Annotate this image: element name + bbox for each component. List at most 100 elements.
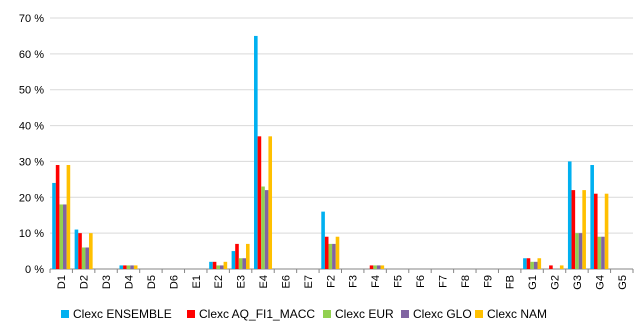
- bar: [238, 258, 243, 269]
- bars: [52, 35, 609, 269]
- bar: [582, 190, 586, 269]
- bar: [567, 161, 572, 269]
- x-tick-label: G1: [527, 275, 539, 290]
- y-tick-label: 50 %: [19, 85, 44, 97]
- legend-label: Clexc AQ_FI1_MACC: [199, 307, 315, 321]
- bar: [55, 165, 60, 269]
- bar: [261, 186, 265, 269]
- x-tick-label: F3: [348, 275, 360, 288]
- bar: [578, 233, 583, 269]
- y-tick-label: 70 %: [19, 13, 44, 25]
- x-tick-label: G5: [617, 275, 629, 290]
- bar: [231, 251, 236, 269]
- bar: [380, 265, 385, 269]
- bar: [245, 243, 250, 269]
- legend-swatch: [61, 310, 69, 318]
- x-tick-label: E6: [280, 275, 292, 288]
- bar: [530, 261, 534, 269]
- y-tick-label: 40 %: [19, 121, 44, 133]
- bar: [526, 258, 531, 269]
- y-tick-label: 10 %: [19, 228, 44, 240]
- bar: [78, 233, 82, 269]
- y-axis: 0 % 10 % 20 % 30 % 40 % 50 % 60 % 70 %: [19, 13, 44, 276]
- bar: [335, 236, 340, 269]
- bar: [593, 193, 598, 269]
- bar: [66, 165, 71, 269]
- bar: [268, 136, 273, 269]
- legend-swatch: [187, 310, 195, 318]
- bar: [332, 243, 336, 269]
- bar: [209, 261, 213, 269]
- bar: [328, 243, 333, 269]
- x-tick-label: F4: [370, 275, 382, 288]
- bar: [523, 258, 527, 269]
- x-tick-label: D4: [123, 275, 135, 289]
- bar: [59, 204, 64, 269]
- bar: [571, 190, 576, 269]
- x-tick-label: FB: [505, 275, 517, 289]
- bar: [133, 265, 138, 269]
- bar: [597, 236, 602, 269]
- legend-swatch: [323, 310, 331, 318]
- bar: [549, 265, 553, 269]
- bar: [63, 204, 67, 269]
- x-tick-label: E4: [258, 275, 270, 288]
- x-tick-label: E1: [191, 275, 203, 288]
- bar: [324, 236, 329, 269]
- x-tick-label: E7: [303, 275, 315, 288]
- bar: [604, 193, 609, 269]
- x-tick-label: E2: [213, 275, 225, 288]
- bar: [601, 236, 605, 269]
- y-tick-label: 60 %: [19, 49, 44, 61]
- bar: [321, 211, 325, 269]
- y-tick-label: 0 %: [25, 264, 44, 276]
- gridlines: [50, 17, 633, 270]
- x-tick-label: D3: [101, 275, 113, 289]
- bar: [254, 35, 258, 269]
- x-tick-label: G4: [594, 275, 606, 290]
- x-tick-label: G3: [572, 275, 584, 290]
- x-tick-label: E3: [236, 275, 248, 288]
- x-tick-label: G2: [550, 275, 562, 290]
- legend: Clexc ENSEMBLE Clexc AQ_FI1_MACC Clexc EUR…: [61, 307, 547, 321]
- bar: [235, 243, 239, 269]
- x-tick-label: F7: [437, 275, 449, 288]
- bar: [74, 229, 79, 269]
- bar: [130, 265, 134, 269]
- legend-label: Clexc ENSEMBLE: [73, 307, 172, 321]
- x-tick-label: F5: [393, 275, 405, 288]
- bar: [373, 265, 377, 269]
- bar: [242, 258, 246, 269]
- bar: [257, 136, 262, 269]
- bar: [126, 265, 131, 269]
- x-tick-label: F9: [482, 275, 494, 288]
- x-axis: D1 D2 D3 D4 D5 D6 E1 E2 E3 E4 E6 E7 F2 F3 F4 F5 F6 F7 F8 F9…: [49, 269, 634, 290]
- bar: [264, 190, 269, 269]
- bar: [575, 233, 579, 269]
- bar: [537, 258, 542, 269]
- bar: [216, 265, 220, 269]
- x-tick-label: D2: [79, 275, 91, 289]
- legend-label: Clexc NAM: [487, 307, 547, 321]
- bar: [219, 265, 224, 269]
- bar: [559, 265, 564, 269]
- x-tick-label: F8: [460, 275, 472, 288]
- bar: [52, 182, 56, 269]
- bar: [119, 265, 124, 269]
- bar: [212, 261, 217, 269]
- bar: [223, 261, 228, 269]
- y-tick-label: 30 %: [19, 156, 44, 168]
- x-tick-label: D1: [56, 275, 68, 289]
- bar: [123, 265, 127, 269]
- bar: [590, 165, 594, 269]
- bar: [89, 233, 93, 269]
- bar: [81, 247, 86, 269]
- x-tick-label: D5: [146, 275, 158, 289]
- x-tick-label: D6: [168, 275, 180, 289]
- legend-label: Clexc GLO: [413, 307, 472, 321]
- bar: [533, 261, 538, 269]
- y-tick-label: 20 %: [19, 192, 44, 204]
- legend-swatch: [475, 310, 483, 318]
